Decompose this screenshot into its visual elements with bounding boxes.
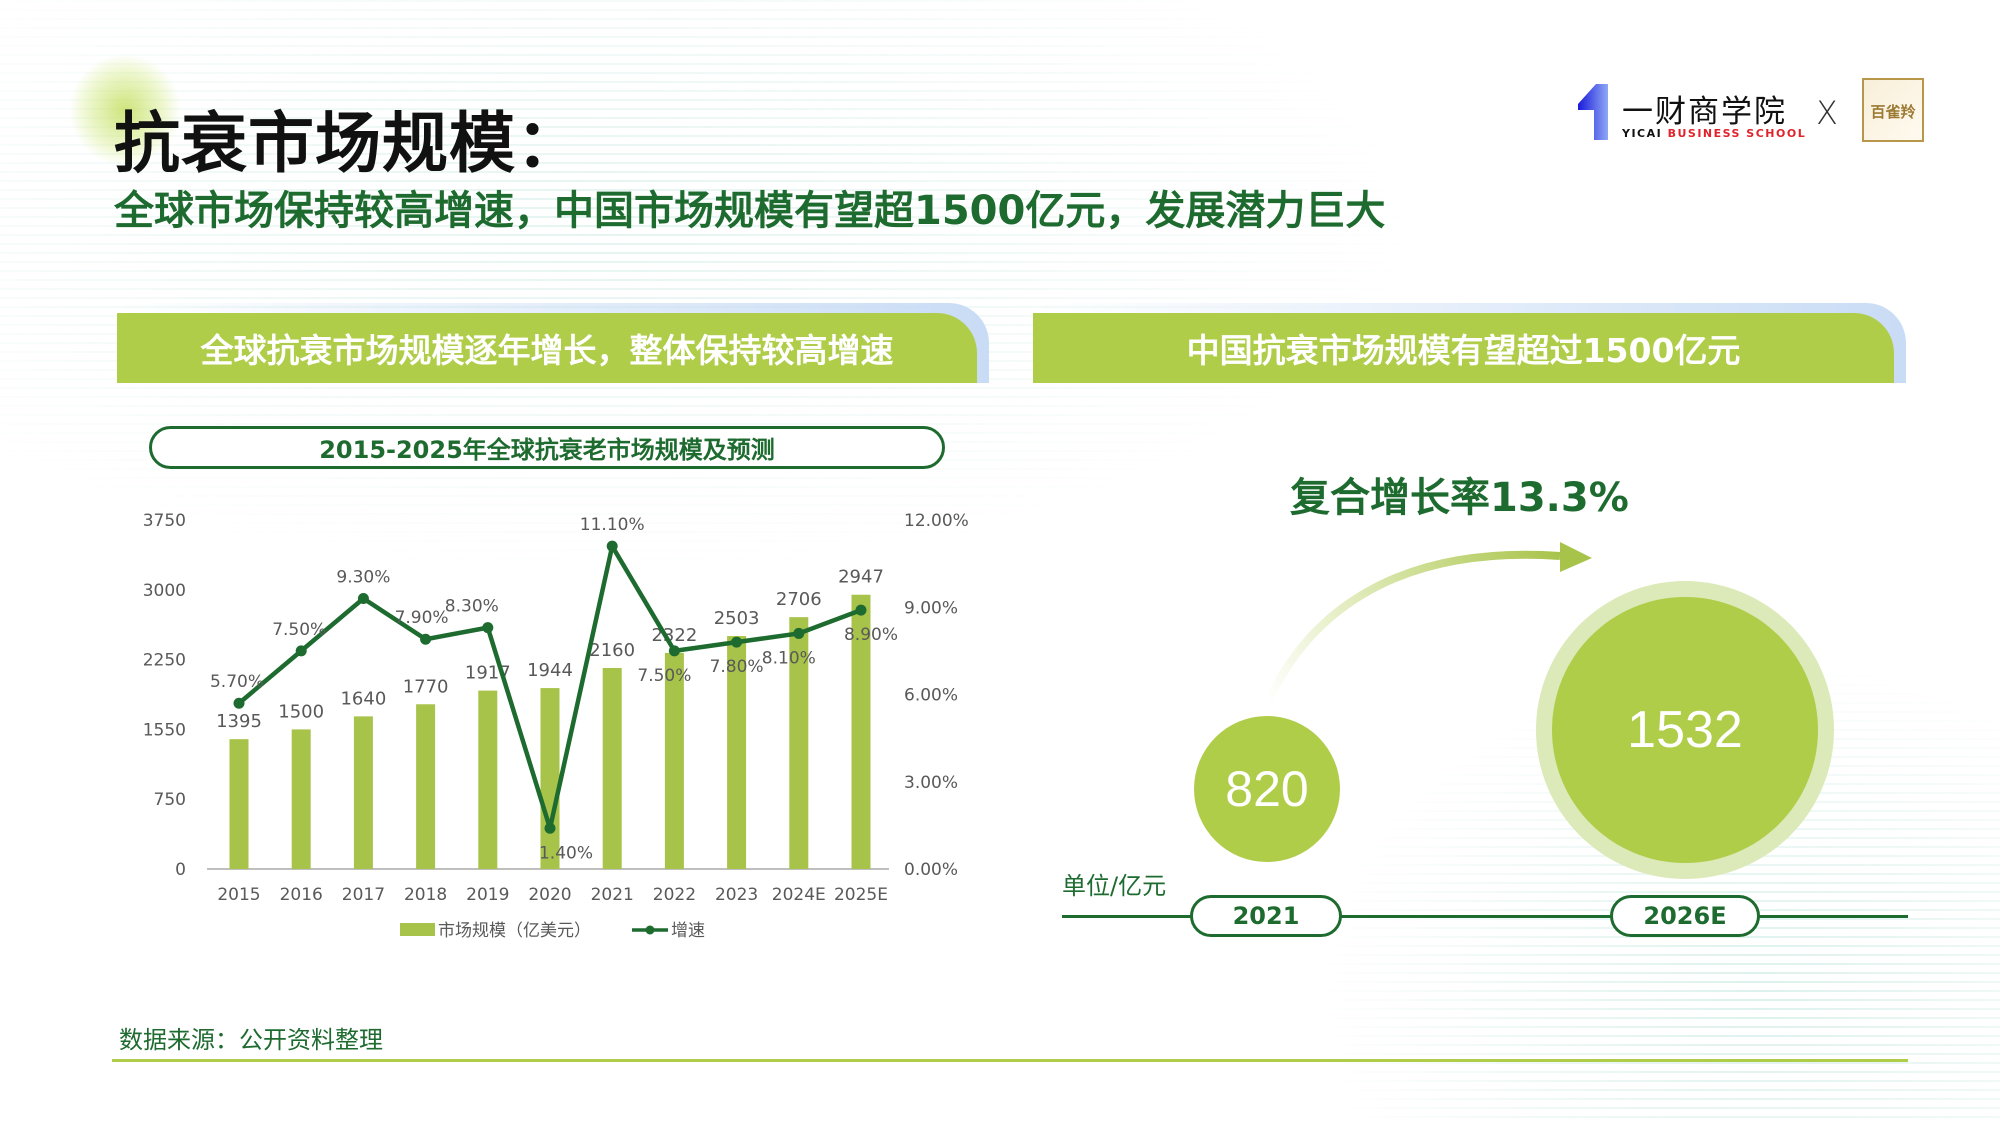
bar — [664, 652, 684, 869]
bar-value-label: 2503 — [714, 608, 760, 629]
bar — [851, 594, 871, 869]
x-axis-tick: 2023 — [715, 885, 758, 905]
bubble-value-2021: 820 — [1225, 761, 1309, 817]
growth-point — [855, 604, 867, 616]
growth-value-label: 1.40% — [539, 843, 593, 863]
growth-point — [544, 822, 556, 834]
logo-en-suffix: BUSINESS SCHOOL — [1667, 127, 1807, 140]
right-axis-tick: 9.00% — [904, 598, 958, 618]
page-title: 抗衰市场规模： — [114, 105, 583, 182]
bubble-2021: 820 — [1194, 716, 1340, 862]
growth-value-label: 7.50% — [637, 666, 691, 686]
bar-value-label: 2706 — [776, 589, 822, 610]
growth-value-label: 5.70% — [210, 672, 264, 692]
left-banner: 全球抗衰市场规模逐年增长，整体保持较高增速 — [117, 303, 989, 383]
left-axis-tick: 750 — [154, 790, 186, 810]
bar — [602, 667, 622, 869]
logo-name-en: YICAI BUSINESS SCHOOL — [1622, 127, 1806, 140]
x-axis-tick: 2025E — [834, 885, 888, 905]
logo-en-prefix: YICAI — [1622, 127, 1668, 140]
right-axis-tick: 12.00% — [904, 511, 969, 531]
unit-label: 单位/亿元 — [1062, 872, 1167, 900]
growth-point — [731, 636, 743, 648]
right-banner-text: 中国抗衰市场规模有望超过1500亿元 — [1033, 313, 1894, 383]
bar — [789, 617, 809, 869]
x-axis-tick: 2018 — [404, 885, 447, 905]
legend-bar-label: 市场规模（亿美元） — [438, 921, 591, 941]
bar — [416, 704, 436, 869]
partner-logo: 百雀羚 — [1862, 78, 1924, 142]
growth-value-label: 8.10% — [762, 648, 816, 668]
left-axis-tick: 3750 — [143, 511, 186, 531]
right-banner: 中国抗衰市场规模有望超过1500亿元 — [1033, 303, 1906, 383]
bar — [353, 716, 373, 869]
x-axis-tick: 2019 — [466, 885, 509, 905]
bar — [727, 636, 747, 869]
left-axis-tick: 1550 — [143, 720, 186, 740]
bar-value-label: 1500 — [278, 701, 324, 722]
bubble-value-2026: 1532 — [1627, 701, 1743, 759]
bar-value-label: 1944 — [527, 660, 573, 681]
year-pill-2026e: 2026E — [1610, 895, 1760, 937]
bar-value-label: 1395 — [216, 711, 262, 732]
x-axis-tick: 2024E — [772, 885, 826, 905]
title-glow-decoration — [70, 55, 180, 165]
growth-value-label: 9.30% — [336, 568, 390, 588]
growth-point — [233, 697, 245, 709]
bar — [478, 690, 498, 869]
bubble-2026: 1532 — [1552, 597, 1818, 863]
legend-bar-swatch — [400, 923, 435, 936]
growth-point — [357, 593, 369, 605]
growth-value-label: 7.90% — [395, 608, 449, 628]
left-axis-tick: 3000 — [143, 581, 186, 601]
growth-value-label: 8.90% — [844, 625, 898, 645]
x-axis-tick: 2015 — [217, 885, 260, 905]
logo-separator: X — [1816, 94, 1838, 132]
growth-point — [668, 645, 680, 657]
growth-value-label: 7.50% — [272, 620, 326, 640]
growth-point — [420, 633, 432, 645]
growth-point — [793, 627, 805, 639]
logo-name-cn: 一财商学院 — [1622, 94, 1787, 130]
chart-title: 2015-2025年全球抗衰老市场规模及预测 — [149, 426, 945, 469]
x-axis-tick: 2020 — [528, 885, 571, 905]
growth-value-label: 11.10% — [580, 515, 645, 535]
bar — [291, 729, 311, 869]
left-banner-text: 全球抗衰市场规模逐年增长，整体保持较高增速 — [117, 313, 977, 383]
growth-point — [482, 622, 494, 634]
bar-value-label: 1640 — [340, 688, 386, 709]
timeline-line — [1062, 915, 1908, 918]
yicai-logo-icon — [1578, 84, 1608, 140]
growth-value-label: 8.30% — [445, 597, 499, 617]
growth-point — [606, 540, 618, 552]
left-axis-tick: 0 — [175, 860, 186, 880]
right-axis-tick: 0.00% — [904, 860, 958, 880]
x-axis-tick: 2016 — [280, 885, 323, 905]
bar-value-label: 2160 — [589, 640, 635, 661]
bar — [229, 739, 249, 869]
logo-group: 一财商学院 YICAI BUSINESS SCHOOL X 百雀羚 — [1578, 78, 1928, 144]
right-axis-tick: 6.00% — [904, 686, 958, 706]
bar — [540, 688, 560, 869]
arrow-head-icon — [1560, 542, 1592, 572]
data-source: 数据来源：公开资料整理 — [119, 1026, 383, 1054]
growth-point — [295, 645, 307, 657]
x-axis-tick: 2021 — [591, 885, 634, 905]
legend-line-marker — [645, 925, 655, 935]
page-subtitle: 全球市场保持较高增速，中国市场规模有望超1500亿元，发展潜力巨大 — [114, 188, 1386, 234]
left-axis-tick: 2250 — [143, 651, 186, 671]
right-axis-tick: 3.00% — [904, 773, 958, 793]
cagr-label: 复合增长率13.3% — [1290, 475, 1629, 521]
x-axis-tick: 2022 — [653, 885, 696, 905]
bar-value-label: 2947 — [838, 567, 884, 588]
x-axis-tick: 2017 — [342, 885, 385, 905]
footer-divider — [112, 1059, 1908, 1062]
legend-line-label: 增速 — [671, 921, 705, 941]
bar-value-label: 1770 — [403, 676, 449, 697]
year-pill-2021: 2021 — [1190, 895, 1342, 937]
growth-value-label: 7.80% — [710, 657, 764, 677]
